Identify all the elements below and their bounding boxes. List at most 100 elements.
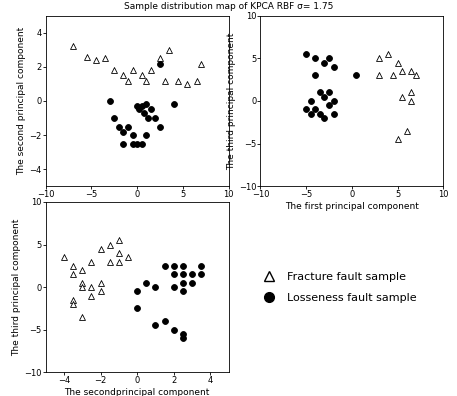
Point (138, 140, 145, 147)
Point (115, 237, 122, 244)
Point (79, 280, 86, 286)
Point (307, 98, 314, 104)
Point (179, 335, 186, 341)
Point (389, 72, 397, 78)
Point (120, 140, 127, 147)
Point (312, 55, 319, 61)
Legend: Fracture fault sample, Losseness fault sample: Fracture fault sample, Losseness fault s… (254, 267, 421, 307)
Point (69, 301, 77, 307)
Point (408, 68, 415, 74)
X-axis label: The secondprincipal component: The secondprincipal component (64, 388, 210, 396)
Point (88, 258, 95, 265)
Point (399, 68, 406, 74)
Point (303, 51, 310, 57)
Text: Sample distribution map of KPCA RBF σ= 1.75: Sample distribution map of KPCA RBF σ= 1… (124, 2, 333, 11)
Point (83, 53, 90, 60)
Point (188, 280, 196, 286)
Point (152, 322, 159, 329)
Point (316, 89, 324, 95)
Point (141, 110, 148, 116)
Point (111, 67, 118, 74)
Point (330, 64, 337, 70)
Point (129, 67, 136, 74)
Point (156, 55, 164, 61)
Point (394, 59, 401, 66)
Point (325, 102, 333, 109)
Point (184, 81, 191, 87)
Point (111, 115, 118, 121)
Point (321, 59, 328, 66)
Point (312, 106, 319, 112)
Point (69, 271, 77, 278)
Point (88, 284, 95, 290)
Point (179, 288, 186, 295)
Point (152, 115, 159, 121)
Point (197, 263, 205, 269)
Point (124, 77, 132, 84)
Point (147, 67, 154, 74)
X-axis label: The first principal component: The first principal component (70, 202, 204, 211)
Point (97, 280, 104, 286)
Point (312, 72, 319, 78)
Point (376, 55, 383, 61)
Point (115, 258, 122, 265)
Point (120, 72, 127, 78)
Point (188, 271, 196, 278)
Point (197, 60, 205, 67)
Point (79, 314, 86, 320)
Point (156, 123, 164, 129)
Point (170, 284, 177, 290)
Point (325, 55, 333, 61)
Point (69, 297, 77, 303)
Point (120, 128, 127, 135)
Y-axis label: The second principal component: The second principal component (17, 27, 27, 175)
Point (394, 136, 401, 143)
Point (376, 72, 383, 78)
Point (316, 110, 324, 117)
Y-axis label: The third principal component: The third principal component (12, 219, 21, 356)
Point (399, 93, 406, 100)
Point (321, 93, 328, 100)
Point (124, 123, 132, 129)
Point (152, 284, 159, 290)
Point (403, 128, 410, 134)
Point (133, 140, 141, 147)
Point (97, 246, 104, 252)
Point (138, 103, 145, 109)
Point (175, 77, 182, 84)
Point (129, 140, 136, 147)
Point (88, 292, 95, 299)
Point (330, 98, 337, 104)
Point (143, 101, 150, 108)
Point (69, 263, 77, 269)
Point (115, 123, 122, 129)
Point (161, 263, 168, 269)
Point (101, 55, 109, 61)
Point (138, 72, 145, 78)
Point (106, 258, 113, 265)
Point (147, 106, 154, 112)
Point (412, 72, 420, 78)
Point (79, 284, 86, 290)
Point (115, 250, 122, 256)
Point (321, 115, 328, 121)
Point (79, 267, 86, 273)
Point (143, 132, 150, 138)
Point (161, 77, 168, 84)
Point (144, 115, 152, 121)
Point (92, 57, 100, 63)
Point (97, 288, 104, 295)
Point (193, 77, 200, 84)
Point (197, 271, 205, 278)
Point (408, 89, 415, 95)
Y-axis label: The third principal component: The third principal component (227, 32, 236, 169)
Point (143, 77, 150, 84)
Point (408, 98, 415, 104)
Point (133, 305, 141, 312)
Point (129, 132, 136, 138)
Point (303, 106, 310, 112)
Point (133, 103, 141, 109)
Point (60, 254, 68, 261)
Point (330, 110, 337, 117)
Point (179, 271, 186, 278)
